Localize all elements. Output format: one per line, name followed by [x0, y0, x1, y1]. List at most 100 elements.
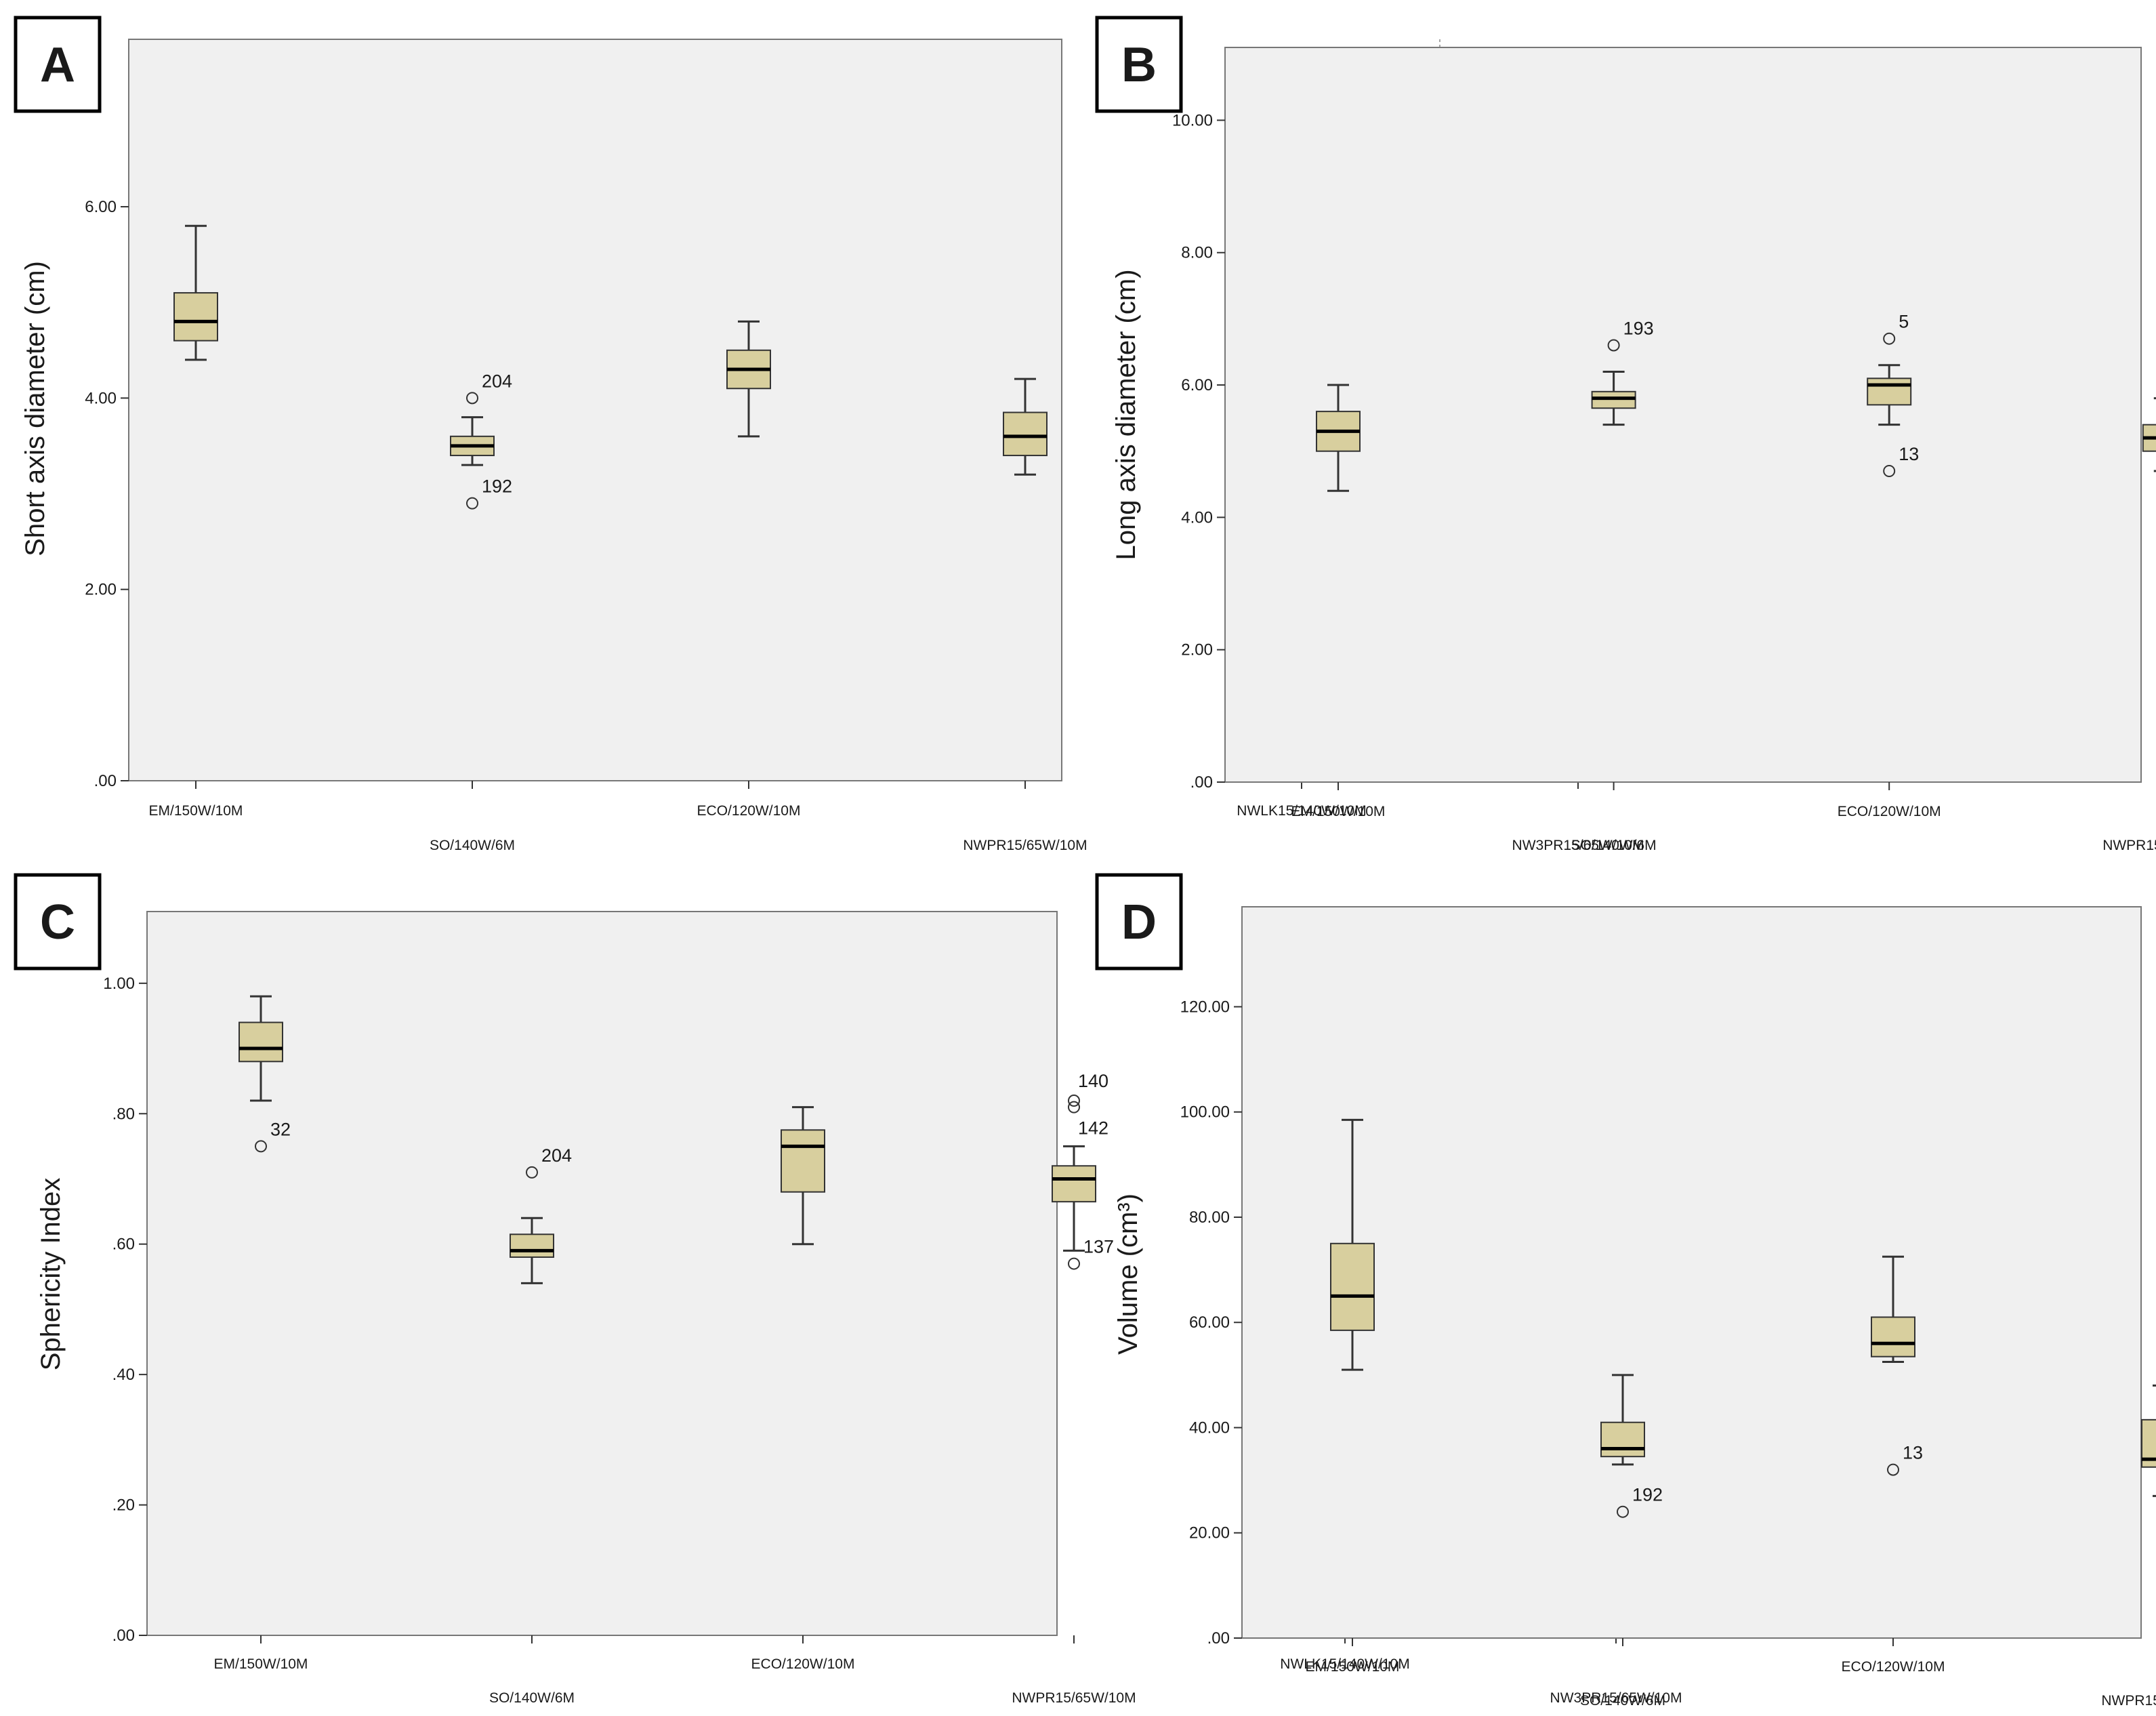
- box-plot-1: 32: [239, 995, 291, 1153]
- x-category-label: EM/150W/10M: [214, 1656, 308, 1672]
- outlier-label: 13: [1899, 444, 1919, 464]
- panel-a-short-axis-diameter: .00 2.00 4.00 6.00 Short axis diameter (cm) E…: [14, 16, 1644, 853]
- y-tick-label: 20.00: [1189, 1524, 1230, 1543]
- panel-badge-label: B: [1121, 38, 1157, 92]
- x-category-label: ECO/120W/10M: [697, 803, 801, 819]
- x-category-label: SO/140W/6M: [1571, 838, 1657, 853]
- outlier-point: [255, 1140, 267, 1153]
- outlier-label: 13: [1903, 1443, 1923, 1463]
- outlier-point: [1068, 1101, 1080, 1114]
- plot-area: [1241, 906, 2142, 1639]
- panel-badge-label: C: [40, 895, 75, 949]
- outlier-point: [1068, 1095, 1080, 1107]
- box-plot-2: 192: [1600, 1374, 1663, 1518]
- x-category-label: NW3PR15/65W/10M: [1512, 838, 1644, 853]
- x-category-label: EM/150W/10M: [1306, 1659, 1400, 1675]
- y-tick-label: 4.00: [1181, 508, 1213, 527]
- box-plot-1: [1330, 1118, 1375, 1371]
- x-category-label: ECO/120W/10M: [1842, 1659, 1945, 1675]
- iqr-box: [1003, 411, 1048, 457]
- y-tick-label: .00: [94, 772, 117, 790]
- x-category-label: SO/140W/6M: [489, 1690, 575, 1706]
- panel-badge-label: D: [1121, 895, 1157, 949]
- iqr-box: [1871, 1316, 1915, 1357]
- y-tick-label: 40.00: [1189, 1418, 1230, 1437]
- x-category-label: SO/140W/6M: [1580, 1693, 1665, 1709]
- iqr-box: [781, 1129, 825, 1193]
- y-axis-label: Volume (cm³): [1113, 1193, 1143, 1355]
- iqr-box: [2141, 1418, 2156, 1468]
- panel-badge: [14, 16, 102, 113]
- box-plot-4: [2141, 1384, 2156, 1497]
- iqr-box: [173, 292, 218, 342]
- y-axis-label: Sphericity Index: [36, 1178, 66, 1371]
- y-tick-label: .00: [1207, 1629, 1230, 1648]
- x-category-label: SO/140W/6M: [430, 838, 515, 853]
- iqr-box: [510, 1233, 554, 1258]
- x-category-label: NWLK15/140W/10M: [1237, 803, 1366, 819]
- outlier-label: 142: [1078, 1118, 1108, 1139]
- box-plot-1: [173, 224, 218, 361]
- y-tick-label: 6.00: [1181, 376, 1213, 394]
- outlier-label: 137: [1083, 1237, 1114, 1257]
- y-axis-label: Long axis diameter (cm): [1111, 269, 1141, 560]
- y-tick-label: 80.00: [1189, 1208, 1230, 1227]
- plot-area: [128, 39, 1062, 781]
- y-tick-label: .00: [112, 1627, 135, 1645]
- y-tick-label: .60: [112, 1235, 135, 1254]
- y-tick-label: 10.00: [1172, 111, 1213, 129]
- outlier-point: [1607, 339, 1620, 352]
- outlier-point: [1068, 1257, 1080, 1270]
- outlier-label: 204: [541, 1145, 572, 1166]
- y-tick-label: 4.00: [85, 389, 117, 407]
- outlier-label: 140: [1078, 1071, 1108, 1091]
- box-plot-3: 5 13: [1867, 312, 1919, 478]
- box-plot-2: 204 192: [450, 371, 512, 510]
- outlier-label: 192: [1632, 1485, 1663, 1505]
- outlier-label: 204: [482, 371, 512, 391]
- box-plot-3: [726, 320, 771, 438]
- panel-d-volume: .00 20.00 40.00 60.00 80.00 100.00 120.00 Volum…: [1095, 873, 2156, 1709]
- plot-area: [1224, 47, 2142, 783]
- y-tick-label: 60.00: [1189, 1313, 1230, 1332]
- outlier-label: 32: [270, 1119, 291, 1139]
- box-plot-4: 140 142 137: [1052, 1071, 1114, 1270]
- panel-b-long-axis-diameter: .00 2.00 4.00 6.00 8.00 10.00 Long axis diamet…: [1095, 16, 2156, 853]
- y-tick-label: 2.00: [85, 581, 117, 599]
- box-plot-2: 193: [1591, 318, 1654, 426]
- x-category-label: ECO/120W/10M: [1838, 804, 1941, 819]
- outlier-point: [526, 1166, 538, 1179]
- outlier-point: [1883, 465, 1896, 478]
- x-category-label: NWPR15/65W/10M: [2102, 838, 2156, 853]
- iqr-box: [239, 1021, 283, 1063]
- y-tick-label: .40: [112, 1366, 135, 1384]
- outlier-point: [466, 392, 478, 405]
- x-category-label: EM/150W/10M: [1291, 804, 1386, 819]
- y-tick-label: 6.00: [85, 198, 117, 216]
- y-tick-label: 120.00: [1180, 998, 1230, 1016]
- x-category-label: NWPR15/65W/10M: [1012, 1690, 1136, 1706]
- box-plot-4: [1003, 377, 1048, 476]
- x-category-label: ECO/120W/10M: [751, 1656, 855, 1672]
- panel-badge: [1095, 873, 1183, 971]
- iqr-box: [1330, 1242, 1375, 1331]
- outlier-point: [1617, 1505, 1629, 1518]
- y-tick-label: 2.00: [1181, 641, 1213, 659]
- box-plot-1: [1316, 384, 1361, 492]
- y-tick-label: .00: [1190, 773, 1213, 792]
- x-category-label: EM/150W/10M: [149, 803, 243, 819]
- iqr-box: [1867, 377, 1912, 406]
- box-plot-3: [781, 1106, 825, 1246]
- panel-c-sphericity-index: .00 .20 .40 .60 .80 1.00 Sphericity Index EM/15…: [14, 873, 1682, 1706]
- y-tick-label: 100.00: [1180, 1103, 1230, 1122]
- outlier-point: [1883, 332, 1896, 345]
- panel-badge: [14, 873, 102, 971]
- y-tick-label: .80: [112, 1105, 135, 1123]
- y-axis-label: Short axis diameter (cm): [20, 261, 50, 556]
- panel-badge: [1095, 16, 1183, 113]
- outlier-point: [1887, 1463, 1899, 1476]
- x-category-label: NWPR15/65W/10M: [963, 838, 1087, 853]
- outlier-label: 192: [482, 476, 512, 497]
- outlier-label: 5: [1899, 312, 1909, 332]
